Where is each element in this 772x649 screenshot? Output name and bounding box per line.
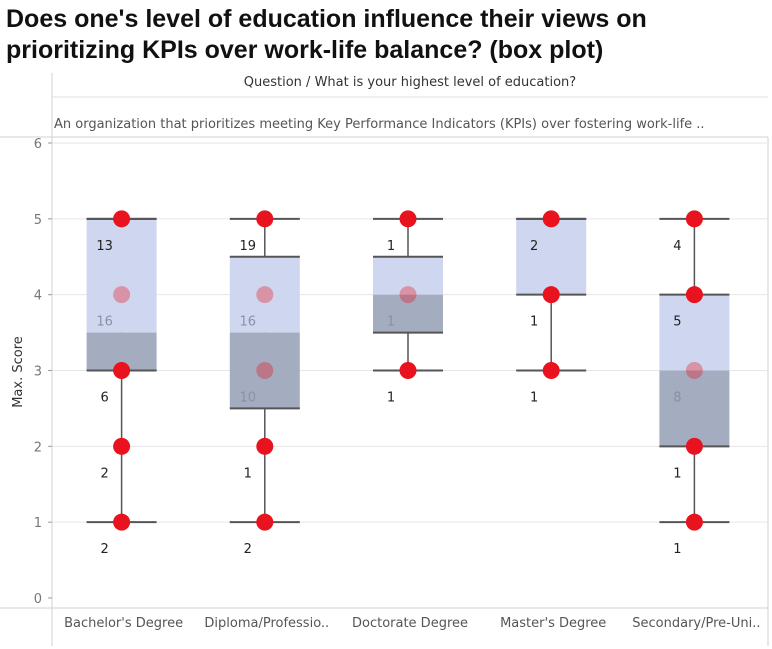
count-label: 1 [387, 239, 395, 254]
row-header: An organization that prioritizes meeting… [54, 117, 705, 132]
count-label: 1 [530, 315, 538, 330]
y-tick-label: 6 [34, 137, 42, 152]
count-label: 2 [100, 466, 108, 481]
column-header: Question / What is your highest level of… [243, 75, 577, 90]
count-label: 6 [100, 391, 108, 406]
data-point [542, 210, 560, 228]
data-point [399, 210, 417, 228]
box-upper [86, 218, 157, 333]
count-label: 10 [240, 391, 257, 406]
y-tick-label: 2 [34, 440, 42, 455]
data-point [399, 362, 417, 379]
boxes [86, 217, 730, 524]
count-label: 1 [387, 315, 395, 330]
data-point [113, 286, 131, 304]
count-label: 5 [673, 315, 681, 330]
box-lower [659, 370, 730, 447]
x-tick-label: Master's Degree [500, 616, 606, 631]
data-point [256, 437, 274, 455]
count-label: 2 [100, 542, 108, 557]
data-point [256, 513, 274, 531]
data-point [685, 210, 703, 228]
y-tick-label: 0 [34, 592, 42, 607]
count-label: 1 [673, 466, 681, 481]
box-upper [516, 218, 587, 295]
count-label: 19 [240, 239, 257, 254]
box-upper [373, 256, 443, 295]
y-tick-label: 4 [34, 289, 42, 304]
count-label: 2 [244, 542, 252, 557]
data-point [256, 286, 274, 304]
box-upper [229, 256, 300, 333]
chart-frame [0, 73, 769, 646]
count-label: 1 [244, 466, 252, 481]
data-point [399, 286, 417, 304]
count-label: 1 [530, 391, 538, 406]
x-tick-label: Diploma/Professio.. [204, 616, 329, 631]
data-point [685, 286, 703, 304]
data-point [542, 362, 560, 379]
data-point [256, 362, 274, 379]
count-label: 1 [673, 542, 681, 557]
count-label: 8 [673, 391, 681, 406]
box-lower [229, 332, 300, 409]
count-label: 2 [530, 239, 538, 254]
box-lower [373, 294, 443, 333]
data-point [685, 362, 703, 379]
count-label: 16 [240, 315, 257, 330]
data-point [113, 362, 131, 379]
y-tick-label: 5 [34, 213, 42, 228]
y-axis: 0 1 2 3 4 5 6 [34, 137, 52, 607]
count-label: 13 [96, 239, 113, 254]
x-tick-label: Secondary/Pre-Uni.. [632, 616, 760, 631]
y-tick-label: 1 [34, 516, 42, 531]
data-point [113, 437, 131, 455]
data-point [256, 210, 274, 228]
count-label: 4 [673, 239, 681, 254]
x-axis: Bachelor's Degree Diploma/Professio.. Doct… [64, 616, 760, 631]
data-point [113, 513, 131, 531]
count-label: 16 [96, 315, 113, 330]
data-point [542, 286, 560, 304]
data-point [685, 437, 703, 455]
x-tick-label: Doctorate Degree [352, 616, 468, 631]
data-point [685, 513, 703, 531]
y-tick-label: 3 [34, 365, 42, 380]
chart-title: Does one's level of education influence … [6, 5, 647, 64]
y-axis-label: Max. Score [11, 336, 26, 408]
x-tick-label: Bachelor's Degree [64, 616, 183, 631]
count-label: 1 [387, 391, 395, 406]
box-upper [659, 294, 730, 371]
data-point [113, 210, 131, 228]
